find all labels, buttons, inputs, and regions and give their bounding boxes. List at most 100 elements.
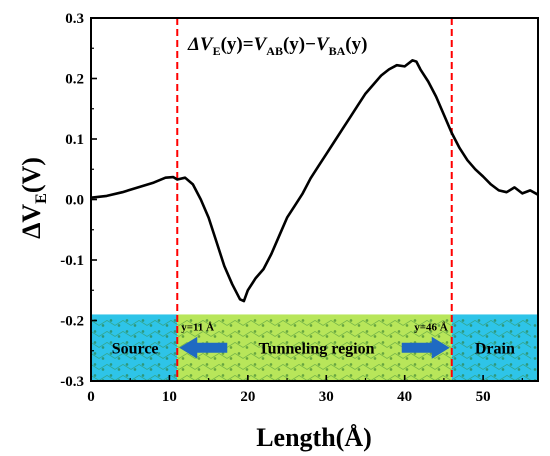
lattice-atom [453,335,457,338]
lattice-atom [493,363,497,366]
y-tick-label: -0.1 [60,253,84,269]
lattice-atom [309,324,313,327]
lattice-atom [333,319,337,322]
lattice-atom [301,363,305,366]
series-layer [90,59,539,303]
formula-sub-e: E [213,44,221,58]
lattice-atom [525,341,529,344]
lattice-atom [301,374,305,377]
lattice-atom [333,330,337,333]
lattice-atom [349,374,353,377]
formula-v2: V [316,34,330,55]
lattice-atom [213,368,217,371]
lattice-atom [197,368,201,371]
lattice-atom [93,363,97,366]
lattice-atom [365,363,369,366]
lattice-atom [501,357,505,360]
lattice-atom [525,319,529,322]
lattice-atom [157,363,161,366]
lattice-atom [181,357,185,360]
lattice-atom [533,368,537,371]
lattice-atom [437,335,441,338]
lattice-atom [309,335,313,338]
lattice-atom [525,352,529,355]
arrows-layer [179,336,450,359]
lattice-atom [261,346,265,349]
lattice-atom [117,357,121,360]
lattice-atom [125,374,129,377]
lattice-atom [325,335,329,338]
lattice-atom [461,330,465,333]
lattice-atom [485,368,489,371]
lattice-atom [397,341,401,344]
lattice-atom [397,330,401,333]
lattice-atom [93,330,97,333]
lattice-atom [461,352,465,355]
lattice-atom [429,330,433,333]
lattice-atom [149,357,153,360]
lattice-atom [101,368,105,371]
lattice-atom [453,324,457,327]
lattice-atom [501,324,505,327]
lattice-atom [181,335,185,338]
x-tick-label: 20 [240,389,255,405]
lattice-atom [493,330,497,333]
lattice-atom [117,335,121,338]
lattice-atom [453,346,457,349]
lattice-atom [149,324,153,327]
lattice-atom [141,374,145,377]
lattice-atom [109,352,113,355]
lattice-atom [397,363,401,366]
lattice-atom [429,352,433,355]
lattice-atom [301,341,305,344]
lattice-atom [405,357,409,360]
lattice-atom [253,352,257,355]
lattice-atom [109,330,113,333]
lattice-atom [269,330,273,333]
lattice-atom [109,374,113,377]
lattice-atom [93,374,97,377]
lattice-atom [357,346,361,349]
lattice-atom [485,346,489,349]
x-tick-label: 40 [397,389,412,405]
lattice-atom [269,319,273,322]
lattice-atom [317,363,321,366]
lattice-atom [349,352,353,355]
lattice-atom [245,346,249,349]
lattice-atom [325,324,329,327]
lattice-atom [461,341,465,344]
lattice-atom [141,352,145,355]
formula-eq: (y)= [221,34,254,55]
lattice-row [90,330,532,337]
lattice-atom [133,357,137,360]
lattice-atom [101,357,105,360]
lattice-atom [261,324,265,327]
lattice-atom [213,357,217,360]
lattice-atom [357,324,361,327]
lattice-atom [221,330,225,333]
lattice-atom [493,319,497,322]
lattice-atom [93,341,97,344]
lattice-atom [269,341,273,344]
lattice-atom [485,335,489,338]
y-tick-label: -0.3 [60,374,84,390]
formula-mid: (y)− [283,34,316,55]
lattice-atom [325,368,329,371]
lattice-atom [261,357,265,360]
lattice-atom [389,368,393,371]
lattice-atom [493,341,497,344]
lattice-atom [181,368,185,371]
lattice-atom [109,319,113,322]
lattice-atom [261,368,265,371]
lattice-atom [173,319,177,322]
lattice-atom [421,357,425,360]
lattice-atom [509,319,513,322]
lattice-atom [461,319,465,322]
lattice-atom [293,368,297,371]
lattice-atom [413,363,417,366]
lattice-atom [125,330,129,333]
lattice-atom [285,319,289,322]
lattice-atom [341,357,345,360]
lattice-atom [221,363,225,366]
